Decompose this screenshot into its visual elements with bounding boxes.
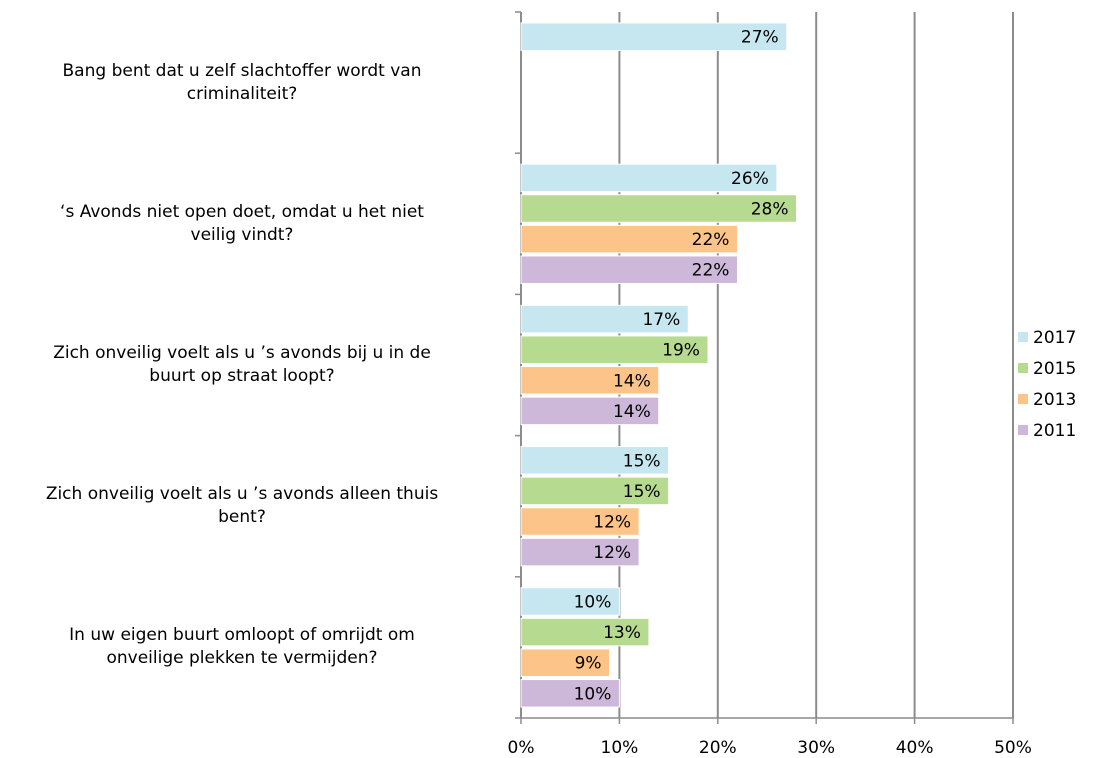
bar xyxy=(520,194,798,223)
x-tick-label: 0% xyxy=(508,738,535,758)
legend-label: 2013 xyxy=(1033,390,1076,410)
value-label: 17% xyxy=(642,310,680,330)
category-label: In uw eigen buurt omloopt of omrijdt om … xyxy=(69,625,415,669)
bar xyxy=(520,507,640,536)
value-label: 22% xyxy=(692,230,730,250)
value-label: 14% xyxy=(613,371,651,391)
bar xyxy=(520,679,620,708)
bar xyxy=(520,537,640,567)
bar xyxy=(520,648,611,677)
bar xyxy=(520,366,660,395)
bar xyxy=(520,304,689,334)
bar xyxy=(520,22,788,51)
value-label: 9% xyxy=(575,654,602,674)
x-tick-label: 20% xyxy=(699,738,737,758)
x-tick-label: 10% xyxy=(601,738,639,758)
legend-label: 2015 xyxy=(1033,359,1076,379)
value-label: 12% xyxy=(593,543,631,563)
bar xyxy=(520,587,620,616)
value-label: 26% xyxy=(731,169,769,189)
legend-swatch xyxy=(1018,363,1028,373)
value-label: 13% xyxy=(603,623,641,643)
x-tick-label: 30% xyxy=(797,738,835,758)
legend-swatch xyxy=(1018,425,1028,435)
legend-swatch xyxy=(1018,394,1028,404)
legend-label: 2011 xyxy=(1033,421,1076,441)
value-label: 22% xyxy=(692,261,730,281)
bar xyxy=(520,224,738,254)
value-label: 10% xyxy=(574,684,612,704)
legend-label: 2017 xyxy=(1033,328,1076,348)
value-label: 10% xyxy=(574,593,612,613)
bar xyxy=(520,617,650,647)
value-label: 14% xyxy=(613,402,651,422)
bar xyxy=(520,396,660,426)
x-tick-label: 40% xyxy=(896,738,934,758)
value-label: 15% xyxy=(623,451,661,471)
value-label: 12% xyxy=(593,513,631,533)
bar xyxy=(520,163,778,193)
bar xyxy=(520,476,670,506)
category-label: ‘s Avonds niet open doet, omdat u het ni… xyxy=(60,201,424,245)
value-label: 19% xyxy=(662,341,700,361)
category-label: Zich onveilig voelt als u ’s avonds bij … xyxy=(53,343,431,386)
legend-swatch xyxy=(1018,332,1028,342)
x-tick-label: 50% xyxy=(994,738,1032,758)
category-label: Bang bent dat u zelf slachtoffer wordt v… xyxy=(62,60,422,104)
bar xyxy=(520,255,738,284)
category-label: Zich onveilig voelt als u ’s avonds alle… xyxy=(45,484,439,528)
value-label: 15% xyxy=(623,482,661,502)
value-label: 28% xyxy=(751,200,789,220)
bar xyxy=(520,335,709,364)
bar xyxy=(520,446,670,475)
value-label: 27% xyxy=(741,28,779,48)
